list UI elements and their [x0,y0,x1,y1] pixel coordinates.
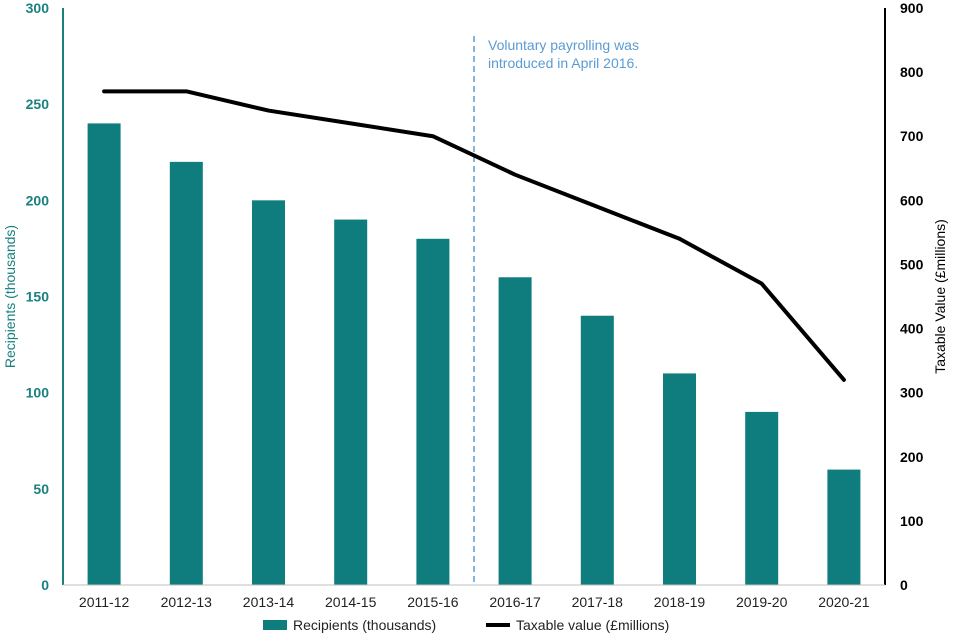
legend-label-taxable-value: Taxable value (£millions) [516,617,669,633]
bar-2017-18 [580,315,614,585]
right-tick-label: 700 [900,128,924,144]
bar-2013-14 [252,200,285,586]
left-tick-label: 0 [41,577,49,593]
x-tick-label: 2012-13 [161,594,213,610]
legend-swatch-recipients [263,620,287,630]
bar-2012-13 [169,161,203,585]
bar-2014-15 [334,219,368,586]
annotation-text: Voluntary payrolling was [488,37,639,53]
right-tick-label: 200 [900,449,924,465]
line-taxable-value [102,89,846,382]
right-tick-label: 600 [900,192,924,208]
right-tick-label: 900 [900,0,924,16]
y-left-axis-title: Recipients (thousands) [2,225,18,368]
x-tick-label: 2013-14 [243,594,295,610]
right-tick-label: 300 [900,385,924,401]
y-right-axis-title: Taxable Value (£millions) [932,219,948,374]
x-tick-label: 2014-15 [325,594,377,610]
right-tick-label: 800 [900,64,924,80]
legend-label-recipients: Recipients (thousands) [293,617,436,633]
left-tick-label: 250 [26,96,50,112]
bar-2018-19 [663,373,696,585]
left-tick-label: 200 [26,192,50,208]
bar-2011-12 [87,123,121,586]
x-tick-label: 2020-21 [818,594,870,610]
left-tick-label: 50 [33,481,49,497]
plot-area: 0 50 100 150 200 250 300 0 100 200 300 400 500 600 700… [2,0,948,633]
bar-2015-16 [416,238,450,586]
right-tick-label: 400 [900,321,924,337]
x-tick-label: 2015-16 [407,594,459,610]
x-tick-label: 2016-17 [489,594,541,610]
right-tick-label: 0 [900,577,908,593]
left-tick-label: 150 [26,289,50,305]
x-tick-label: 2011-12 [79,594,130,610]
x-tick-label: 2017-18 [572,594,624,610]
left-tick-label: 100 [26,385,50,401]
annotation-text: introduced in April 2016. [488,55,638,71]
x-tick-label: 2018-19 [654,594,706,610]
bar-2016-17 [498,277,532,585]
right-tick-label: 100 [900,513,924,529]
x-tick-label: 2019-20 [736,594,788,610]
bar-2020-21 [827,469,861,585]
left-tick-label: 300 [26,0,50,16]
bar-2019-20 [745,411,779,585]
right-tick-label: 500 [900,256,924,272]
